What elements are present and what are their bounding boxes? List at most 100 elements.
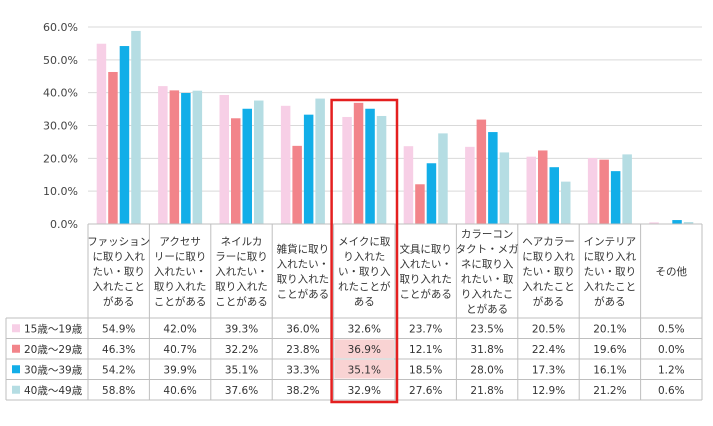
- bar: [280, 105, 291, 224]
- bar: [403, 146, 414, 224]
- data-label: 42.0%: [163, 323, 196, 335]
- bar: [108, 71, 118, 225]
- data-label: 17.3%: [532, 364, 565, 376]
- data-label: 27.6%: [409, 385, 442, 397]
- bar: [465, 146, 475, 224]
- x-category-label: 文具に取り入れたい・取り入れたことがある: [399, 243, 452, 301]
- bar: [119, 46, 130, 224]
- data-label: 1.2%: [658, 364, 685, 376]
- legend-swatch: [12, 365, 20, 374]
- bar: [131, 30, 141, 224]
- legend-swatch: [12, 385, 20, 394]
- data-label: 0.5%: [658, 323, 685, 335]
- data-label: 23.8%: [286, 344, 319, 356]
- data-label: 21.8%: [470, 385, 503, 397]
- highlight-box: [330, 98, 399, 404]
- data-label: 19.6%: [593, 344, 626, 356]
- data-label: 40.6%: [163, 385, 196, 397]
- x-category-label: ネイルカラーに取り入れたい・取り入れたことがある: [215, 236, 268, 308]
- y-tick-label: 60.0%: [43, 21, 78, 34]
- bar: [599, 159, 609, 224]
- gridlines: [88, 26, 702, 192]
- bar: [622, 154, 632, 224]
- data-label: 0.6%: [658, 385, 685, 397]
- highlight-frame: [330, 98, 399, 404]
- bar: [342, 116, 352, 224]
- legend-label: 40歳～49歳: [24, 385, 83, 397]
- bar: [365, 108, 375, 224]
- bar: [315, 98, 325, 224]
- x-category-label: 雑貨に取り入れたい・取り入れたことがある: [277, 243, 330, 301]
- bar: [254, 100, 264, 224]
- data-label: 54.2%: [102, 364, 135, 376]
- data-label: 23.7%: [409, 323, 442, 335]
- bar: [158, 86, 168, 224]
- legend-swatch: [12, 324, 20, 333]
- bars: [96, 30, 694, 225]
- data-label: 37.6%: [225, 385, 258, 397]
- y-tick-label: 0.0%: [50, 218, 78, 231]
- data-label: 35.1%: [225, 364, 258, 376]
- data-label: 36.9%: [348, 344, 381, 356]
- data-label: 32.9%: [348, 385, 381, 397]
- data-label: 12.9%: [532, 385, 565, 397]
- highlighted-cell: [334, 339, 394, 358]
- legend-swatch: [12, 344, 20, 353]
- x-category-label: インテリアに取り入れたい・取り入れたことがある: [584, 236, 637, 308]
- bar: [169, 90, 180, 224]
- bar: [683, 222, 694, 224]
- data-label: 31.8%: [470, 344, 503, 356]
- data-label: 21.2%: [593, 385, 626, 397]
- x-category-label: ヘアカラーに取り入れたい・取り入れたことがある: [522, 236, 575, 308]
- bar: [587, 158, 598, 224]
- bar: [476, 119, 487, 224]
- highlighted-cell: [334, 360, 394, 379]
- y-tick-label: 50.0%: [43, 54, 78, 67]
- data-label: 33.3%: [286, 364, 319, 376]
- bar: [96, 43, 107, 225]
- x-category-label: ファッションに取り入れたい・取り入れたことがある: [87, 236, 150, 308]
- bar: [561, 181, 571, 224]
- data-label: 28.0%: [470, 364, 503, 376]
- data-label: 32.2%: [225, 344, 258, 356]
- bar: [672, 220, 682, 224]
- bar: [526, 156, 536, 224]
- bar: [231, 118, 241, 224]
- bar: [549, 167, 559, 224]
- bar: [376, 115, 387, 224]
- data-label: 39.9%: [163, 364, 196, 376]
- bar: [181, 92, 191, 225]
- bar: [499, 152, 510, 224]
- axes: 0.0% 10.0% 20.0% 30.0% 40.0% 50.0% 60.0%: [43, 21, 702, 231]
- y-tick-label: 10.0%: [43, 185, 78, 198]
- data-label: 32.6%: [348, 323, 381, 335]
- x-category-label: その他: [656, 265, 688, 278]
- x-category-label: メイクに取り入れたい・取り入れたことがある: [338, 236, 391, 308]
- data-label: 20.1%: [593, 323, 626, 335]
- data-label: 20.5%: [532, 323, 565, 335]
- data-table: ファッションに取り入れたい・取り入れたことがあるアクセサリーに取り入れたい・取り…: [5, 224, 703, 401]
- y-tick-label: 40.0%: [43, 87, 78, 100]
- bar: [242, 108, 252, 224]
- data-label: 58.8%: [102, 385, 135, 397]
- x-category-label: カラーコンタクト・メガネに取り入れたい・取り入れたことがある: [456, 229, 519, 316]
- data-label: 39.3%: [225, 323, 258, 335]
- legend-label: 20歳～29歳: [24, 344, 83, 356]
- data-label: 54.9%: [102, 323, 135, 335]
- y-tick-label: 30.0%: [43, 120, 78, 133]
- bar: [292, 145, 302, 224]
- data-label: 36.0%: [286, 323, 319, 335]
- data-label: 23.5%: [470, 323, 503, 335]
- data-label: 38.2%: [286, 385, 319, 397]
- bar: [488, 132, 498, 224]
- legend-label: 30歳～39歳: [24, 364, 83, 376]
- y-tick-label: 20.0%: [43, 152, 78, 165]
- data-label: 0.0%: [658, 344, 685, 356]
- x-category-label: アクセサリーに取り入れたい・取り入れたことがある: [154, 236, 207, 308]
- bar: [649, 222, 659, 224]
- legend-label: 15歳～19歳: [24, 323, 83, 335]
- bar: [415, 184, 425, 224]
- data-label: 22.4%: [532, 344, 565, 356]
- data-label: 18.5%: [409, 364, 442, 376]
